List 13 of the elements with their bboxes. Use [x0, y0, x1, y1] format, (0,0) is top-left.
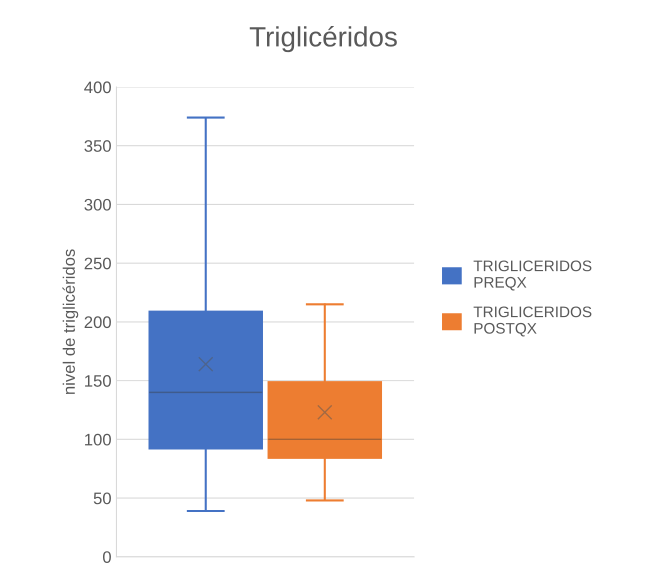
y-tick-label: 350 [84, 140, 111, 152]
y-tick-label: 300 [84, 198, 111, 211]
y-tick-label: 150 [85, 375, 111, 387]
chart-title: Triglicéridos [250, 26, 397, 52]
y-tick-label: 200 [84, 316, 111, 328]
legend-label: TRIGLICERIDOS POSTQX [474, 306, 592, 336]
y-axis-title: nivel de triglicéridos [62, 249, 78, 394]
y-tick-label: 400 [84, 81, 111, 94]
legend-label: TRIGLICERIDOS PREQX [474, 260, 592, 290]
y-tick-label: 0 [102, 551, 111, 564]
y-tick-label: 50 [94, 492, 111, 504]
y-tick-label: 250 [84, 258, 111, 270]
y-tick-label: 100 [85, 434, 111, 446]
